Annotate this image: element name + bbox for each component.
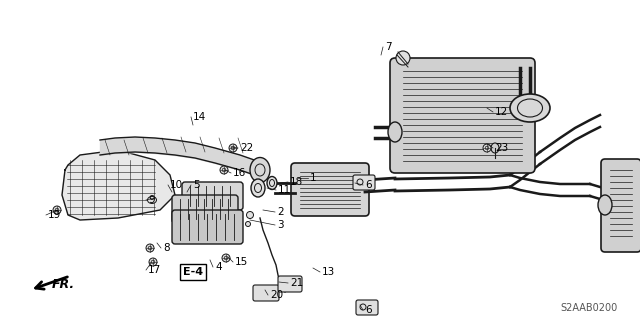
FancyBboxPatch shape	[390, 58, 535, 173]
Ellipse shape	[251, 179, 265, 197]
Circle shape	[149, 258, 157, 266]
Circle shape	[483, 144, 491, 152]
Text: 17: 17	[148, 265, 161, 275]
Text: 22: 22	[240, 143, 253, 153]
Text: 6: 6	[365, 305, 372, 315]
FancyBboxPatch shape	[172, 195, 238, 223]
FancyBboxPatch shape	[172, 210, 243, 244]
FancyBboxPatch shape	[253, 285, 279, 301]
Text: 21: 21	[290, 278, 303, 288]
FancyBboxPatch shape	[356, 300, 378, 315]
Ellipse shape	[396, 51, 410, 65]
Text: 4: 4	[215, 262, 221, 272]
Text: S2AAB0200: S2AAB0200	[560, 303, 617, 313]
Ellipse shape	[246, 221, 250, 226]
FancyBboxPatch shape	[182, 182, 243, 210]
Text: 15: 15	[235, 257, 248, 267]
FancyBboxPatch shape	[291, 163, 369, 216]
Circle shape	[222, 254, 230, 262]
Text: 12: 12	[495, 107, 508, 117]
Text: 10: 10	[170, 180, 183, 190]
Ellipse shape	[246, 211, 253, 219]
Ellipse shape	[388, 122, 402, 142]
Ellipse shape	[267, 176, 277, 189]
Text: 18: 18	[290, 177, 303, 187]
Circle shape	[146, 244, 154, 252]
Text: 2: 2	[277, 207, 284, 217]
Ellipse shape	[491, 143, 499, 153]
FancyBboxPatch shape	[601, 159, 640, 252]
Ellipse shape	[598, 195, 612, 215]
Circle shape	[220, 166, 228, 174]
Text: 1: 1	[310, 173, 317, 183]
Text: 20: 20	[270, 290, 283, 300]
Text: E-4: E-4	[183, 267, 203, 277]
Ellipse shape	[250, 158, 270, 182]
FancyBboxPatch shape	[278, 276, 302, 292]
FancyBboxPatch shape	[353, 175, 375, 190]
Ellipse shape	[510, 94, 550, 122]
Circle shape	[53, 206, 61, 214]
Ellipse shape	[147, 197, 157, 204]
Text: 19: 19	[48, 210, 61, 220]
Text: 3: 3	[277, 220, 284, 230]
Text: 7: 7	[385, 42, 392, 52]
Text: FR.: FR.	[52, 278, 75, 291]
Text: 16: 16	[233, 168, 246, 178]
Text: 23: 23	[495, 143, 508, 153]
Circle shape	[229, 144, 237, 152]
Text: 13: 13	[322, 267, 335, 277]
Text: 5: 5	[193, 180, 200, 190]
Text: 11: 11	[278, 185, 291, 195]
Text: 14: 14	[193, 112, 206, 122]
Text: 6: 6	[365, 180, 372, 190]
Polygon shape	[62, 150, 175, 220]
Text: 9: 9	[148, 195, 155, 205]
Text: 8: 8	[163, 243, 170, 253]
